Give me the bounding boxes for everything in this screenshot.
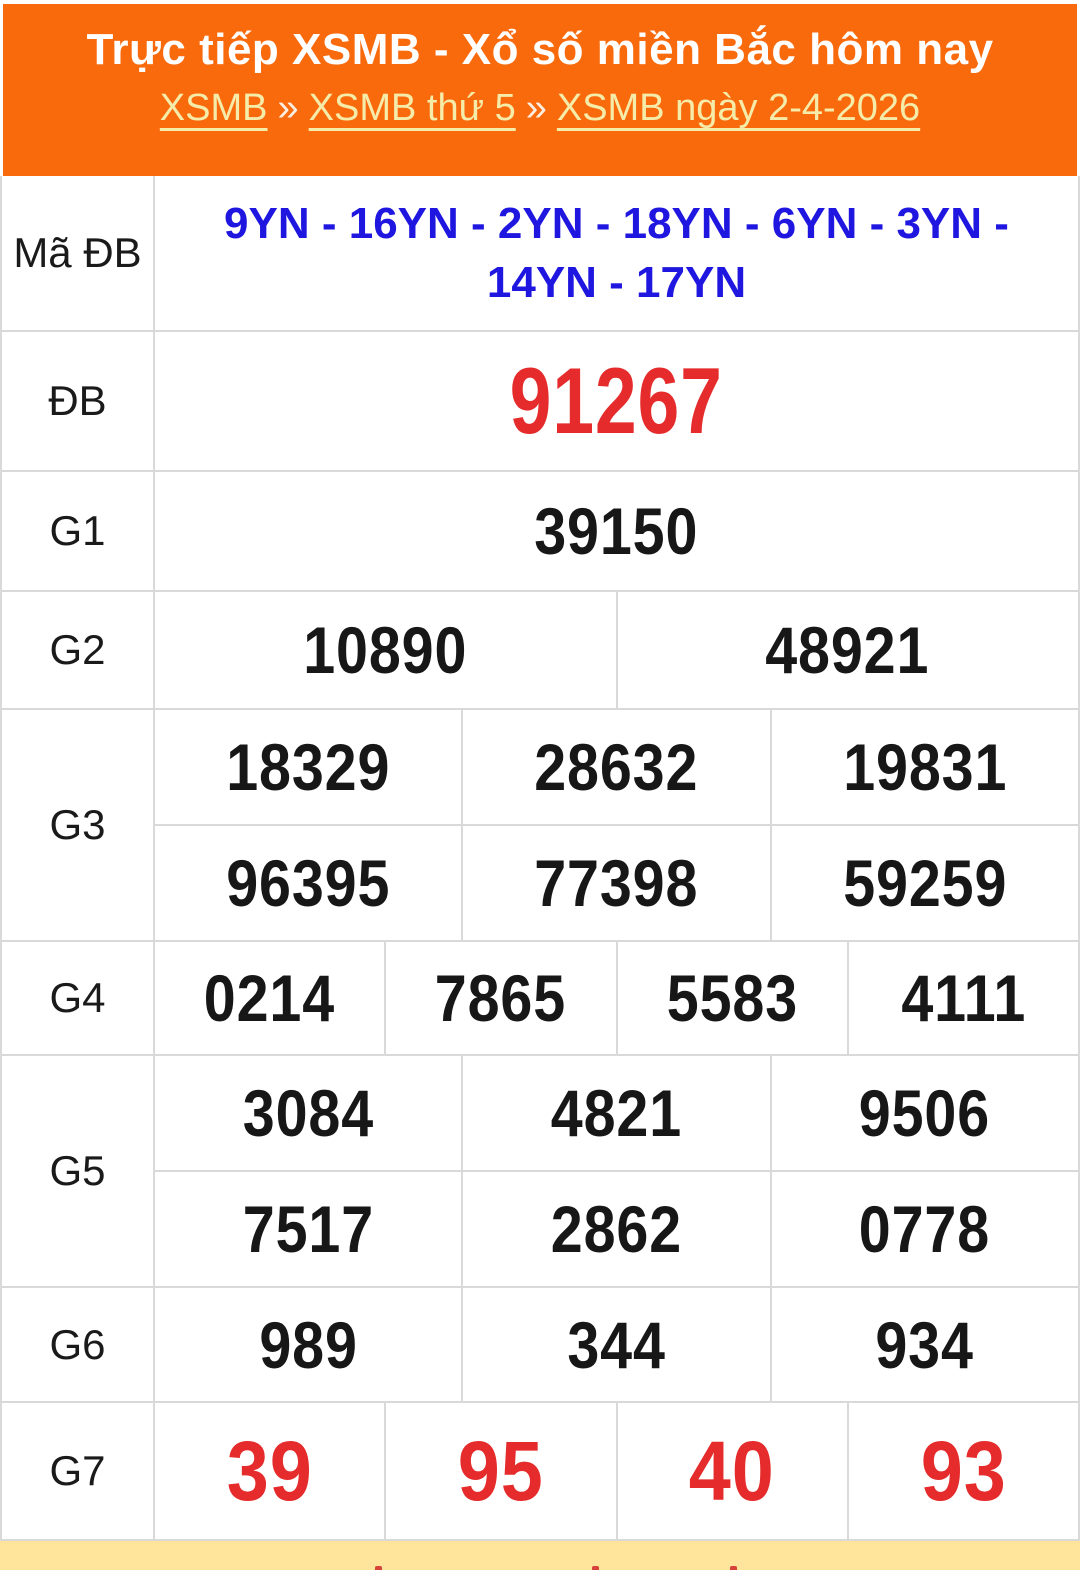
g6-number: 989 <box>258 1307 358 1382</box>
g6-number: 934 <box>875 1307 975 1382</box>
g5-number: 4821 <box>550 1076 683 1150</box>
prize-label-g6: G6 <box>2 1288 155 1401</box>
special-prize-number: 91267 <box>509 348 724 453</box>
breadcrumb: XSMB» XSMB thứ 5» XSMB ngày 2-4-2026 <box>13 86 1067 132</box>
g5-cell-2: 4821 <box>463 1056 772 1170</box>
g7-number: 39 <box>226 1424 313 1518</box>
prize-label-g2: G2 <box>2 592 155 708</box>
g3-cell-5: 77398 <box>463 826 772 940</box>
special-code-value: 9YN - 16YN - 2YN - 18YN - 6YN - 3YN - 14… <box>224 198 1009 307</box>
g7-cell-4: 93 <box>849 1403 1078 1539</box>
g5-cell-3: 9506 <box>772 1056 1078 1170</box>
g4-cell-1: 0214 <box>155 942 387 1054</box>
g7-number: 40 <box>689 1424 776 1518</box>
g3-number: 77398 <box>534 846 699 920</box>
g6-cell-2: 344 <box>463 1288 772 1401</box>
g7-number: 95 <box>457 1424 544 1518</box>
g4-number: 0214 <box>204 961 336 1035</box>
prize-row-g1: G1 39150 <box>2 472 1078 592</box>
g6-cell-1: 989 <box>155 1288 464 1401</box>
cutoff-text-mark <box>375 1566 382 1570</box>
prize-row-g3: G3 18329 28632 19831 96395 77398 <box>2 710 1078 942</box>
g7-cell-2: 95 <box>386 1403 618 1539</box>
g3-number: 96395 <box>226 846 391 920</box>
footer-banner-strip <box>0 1541 1080 1570</box>
prize-label-g5: G5 <box>2 1056 155 1286</box>
breadcrumb-link-xsmb-thu-5[interactable]: XSMB thứ 5 <box>308 87 516 130</box>
g2-cell-1: 10890 <box>155 592 618 708</box>
prize-row-g7: G7 39 95 40 93 <box>2 1403 1078 1541</box>
results-table: Mã ĐB 9YN - 16YN - 2YN - 18YN - 6YN - 3Y… <box>0 176 1080 1541</box>
g3-number: 28632 <box>534 730 699 804</box>
g3-number: 18329 <box>226 730 391 804</box>
g3-cell-1: 18329 <box>155 710 464 824</box>
g5-number: 2862 <box>550 1192 683 1266</box>
prize-label-g7: G7 <box>2 1403 155 1539</box>
g7-number: 93 <box>920 1424 1007 1518</box>
prize-label-ma-db: Mã ĐB <box>2 176 155 330</box>
g3-cell-2: 28632 <box>463 710 772 824</box>
prize-label-g3: G3 <box>2 710 155 940</box>
g5-number: 3084 <box>242 1076 374 1150</box>
g3-cell-4: 96395 <box>155 826 464 940</box>
breadcrumb-separator: » <box>277 87 299 130</box>
g5-cell-6: 0778 <box>772 1172 1078 1286</box>
g4-cell-2: 7865 <box>386 942 618 1054</box>
g7-cell-3: 40 <box>618 1403 849 1539</box>
g6-number: 344 <box>567 1307 666 1382</box>
prize-row-g5: G5 3084 4821 9506 7517 2862 <box>2 1056 1078 1288</box>
breadcrumb-link-xsmb-ngay[interactable]: XSMB ngày 2-4-2026 <box>556 87 921 130</box>
g4-number: 7865 <box>435 961 567 1035</box>
g4-number: 4111 <box>900 961 1026 1035</box>
cutoff-text-mark <box>730 1566 737 1570</box>
g1-cell: 39150 <box>155 472 1078 590</box>
db-cell: 91267 <box>155 332 1078 470</box>
cutoff-text-mark <box>592 1566 599 1570</box>
prize-row-ma-db: Mã ĐB 9YN - 16YN - 2YN - 18YN - 6YN - 3Y… <box>2 176 1078 332</box>
g6-cell-3: 934 <box>772 1288 1078 1401</box>
g1-number: 39150 <box>534 494 699 568</box>
g2-cell-2: 48921 <box>618 592 1079 708</box>
g2-number: 48921 <box>765 613 930 687</box>
g5-cell-5: 2862 <box>463 1172 772 1286</box>
g3-cell-3: 19831 <box>772 710 1078 824</box>
prize-row-g6: G6 989 344 934 <box>2 1288 1078 1403</box>
g3-number: 19831 <box>842 730 1007 804</box>
g5-cell-4: 7517 <box>155 1172 464 1286</box>
g2-number: 10890 <box>303 613 468 687</box>
prize-row-db: ĐB 91267 <box>2 332 1078 472</box>
g3-number: 59259 <box>842 846 1007 920</box>
g4-number: 5583 <box>666 961 798 1035</box>
prize-label-db: ĐB <box>2 332 155 470</box>
g5-number: 7517 <box>242 1192 374 1266</box>
g5-cell-1: 3084 <box>155 1056 464 1170</box>
g3-cell-6: 59259 <box>772 826 1078 940</box>
header-banner: Trực tiếp XSMB - Xổ số miền Bắc hôm nay … <box>3 4 1077 176</box>
prize-label-g1: G1 <box>2 472 155 590</box>
prize-row-g2: G2 10890 48921 <box>2 592 1078 710</box>
g4-cell-4: 4111 <box>849 942 1078 1054</box>
g5-number: 0778 <box>859 1192 991 1266</box>
g4-cell-3: 5583 <box>618 942 849 1054</box>
g5-number: 9506 <box>859 1076 991 1150</box>
prize-label-g4: G4 <box>2 942 155 1054</box>
g7-cell-1: 39 <box>155 1403 387 1539</box>
page-title: Trực tiếp XSMB - Xổ số miền Bắc hôm nay <box>86 25 994 74</box>
prize-row-g4: G4 0214 7865 5583 4111 <box>2 942 1078 1056</box>
breadcrumb-separator: » <box>525 87 547 130</box>
ma-db-cell: 9YN - 16YN - 2YN - 18YN - 6YN - 3YN - 14… <box>155 176 1078 330</box>
breadcrumb-link-xsmb[interactable]: XSMB <box>159 87 268 130</box>
